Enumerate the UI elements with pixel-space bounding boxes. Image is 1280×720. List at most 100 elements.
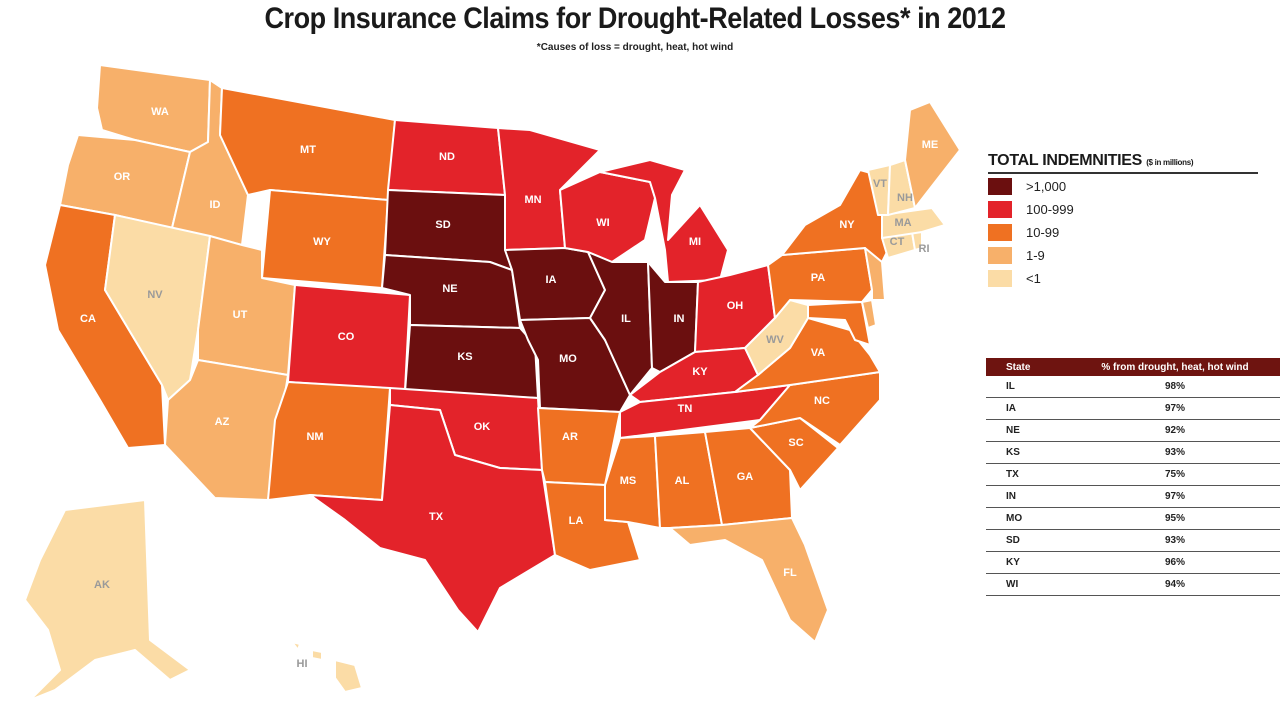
state-MA[interactable] <box>881 207 946 239</box>
state-NJ[interactable] <box>864 247 886 301</box>
state-label-GA: GA <box>737 471 754 483</box>
state-label-MN: MN <box>524 194 541 206</box>
table-cell-percent: 75% <box>1070 463 1280 486</box>
state-HI[interactable] <box>291 641 363 693</box>
state-label-NV: NV <box>147 289 163 301</box>
legend-swatch <box>988 177 1012 195</box>
state-FL[interactable] <box>669 517 829 643</box>
state-label-CT: CT <box>890 236 905 248</box>
state-label-AR: AR <box>562 431 578 443</box>
state-label-MT: MT <box>300 144 316 156</box>
table-cell-percent: 93% <box>1070 441 1280 464</box>
state-NM[interactable] <box>267 381 391 501</box>
state-label-AL: AL <box>675 475 690 487</box>
table-cell-percent: 97% <box>1070 485 1280 508</box>
table-cell-percent: 93% <box>1070 529 1280 552</box>
table-row: WI 94% <box>986 573 1280 596</box>
legend-label: <1 <box>1026 270 1041 286</box>
legend: TOTAL INDEMNITIES ($ in millions) >1,000… <box>988 152 1258 289</box>
state-label-OH: OH <box>727 300 744 312</box>
table-cell-percent: 98% <box>1070 376 1280 398</box>
table-row: SD 93% <box>986 529 1280 552</box>
state-label-SC: SC <box>788 437 803 449</box>
table-cell-state: IN <box>986 485 1070 508</box>
table-row: IL 98% <box>986 376 1280 398</box>
table-row: MO 95% <box>986 507 1280 530</box>
legend-label: >1,000 <box>1026 178 1067 194</box>
legend-title-text: TOTAL INDEMNITIES <box>988 152 1143 169</box>
state-KS[interactable] <box>404 324 539 399</box>
legend-item-lt1: <1 <box>988 267 1258 289</box>
table-cell-percent: 92% <box>1070 419 1280 442</box>
table-cell-state: NE <box>986 419 1070 442</box>
table-cell-state: KS <box>986 441 1070 464</box>
state-label-DE: DE <box>880 306 895 318</box>
state-label-IN: IN <box>674 313 685 325</box>
state-label-TX: TX <box>429 511 444 523</box>
state-label-ID: ID <box>210 199 221 211</box>
table-cell-percent: 94% <box>1070 573 1280 596</box>
state-TX[interactable] <box>309 404 556 633</box>
state-label-MS: MS <box>620 475 637 487</box>
state-label-PA: PA <box>811 272 826 284</box>
table-cell-state: KY <box>986 551 1070 574</box>
legend-item-gt1000: >1,000 <box>988 175 1258 197</box>
us-choropleth-map: WA OR CA ID NV MT WY UT AZ CO NM ND SD NE KS OK TX MN IA MO… <box>24 64 961 701</box>
state-DE[interactable] <box>861 299 877 329</box>
table-cell-state: MO <box>986 507 1070 530</box>
legend-item-1-9: 1-9 <box>988 244 1258 266</box>
legend-title: TOTAL INDEMNITIES ($ in millions) <box>988 152 1258 174</box>
table-cell-state: TX <box>986 463 1070 486</box>
legend-unit: ($ in millions) <box>1146 158 1194 167</box>
state-label-SD: SD <box>435 219 450 231</box>
state-label-MD: MD <box>879 321 896 333</box>
table-row: NE 92% <box>986 419 1280 442</box>
state-label-WV: WV <box>766 334 784 346</box>
drought-percent-table: State % from drought, heat, hot wind IL 9… <box>986 358 1280 596</box>
state-MI[interactable] <box>599 159 729 283</box>
state-label-CA: CA <box>80 313 96 325</box>
state-label-NM: NM <box>306 431 323 443</box>
table-cell-percent: 96% <box>1070 551 1280 574</box>
state-GA[interactable] <box>704 427 793 526</box>
state-ME[interactable] <box>904 101 961 209</box>
map-title: Crop Insurance Claims for Drought-Relate… <box>264 2 1006 35</box>
state-label-AK: AK <box>94 579 110 591</box>
state-label-ME: ME <box>922 139 939 151</box>
state-label-TN: TN <box>678 403 693 415</box>
state-label-VT: VT <box>873 178 887 190</box>
state-label-MI: MI <box>689 236 701 248</box>
table-header-row: State % from drought, heat, hot wind <box>986 358 1280 376</box>
legend-label: 1-9 <box>1026 247 1045 263</box>
table-row: KY 96% <box>986 551 1280 574</box>
table-cell-state: IL <box>986 376 1070 398</box>
state-label-UT: UT <box>233 309 248 321</box>
state-label-HI: HI <box>297 658 308 670</box>
legend-item-100-999: 100-999 <box>988 198 1258 220</box>
table-cell-state: WI <box>986 573 1070 596</box>
state-label-NE: NE <box>442 283 457 295</box>
table-header-percent: % from drought, heat, hot wind <box>1070 358 1280 376</box>
state-label-NH: NH <box>897 192 913 204</box>
state-label-NC: NC <box>814 395 830 407</box>
state-label-KS: KS <box>457 351 472 363</box>
legend-label: 10-99 <box>1026 224 1060 240</box>
table-cell-state: SD <box>986 529 1070 552</box>
state-label-WY: WY <box>313 236 331 248</box>
state-label-FL: FL <box>783 567 797 579</box>
state-label-WI: WI <box>596 217 609 229</box>
state-label-CO: CO <box>338 331 355 343</box>
state-label-WA: WA <box>151 106 169 118</box>
state-label-MA: MA <box>894 217 911 229</box>
state-label-KY: KY <box>692 366 708 378</box>
state-label-NY: NY <box>839 219 855 231</box>
state-AK[interactable] <box>24 499 191 701</box>
table-row: IA 97% <box>986 397 1280 420</box>
table-cell-percent: 95% <box>1070 507 1280 530</box>
state-label-OR: OR <box>114 171 131 183</box>
legend-swatch <box>988 200 1012 218</box>
table-cell-percent: 97% <box>1070 397 1280 420</box>
table-row: KS 93% <box>986 441 1280 464</box>
state-label-OK: OK <box>474 421 491 433</box>
table-row: IN 97% <box>986 485 1280 508</box>
